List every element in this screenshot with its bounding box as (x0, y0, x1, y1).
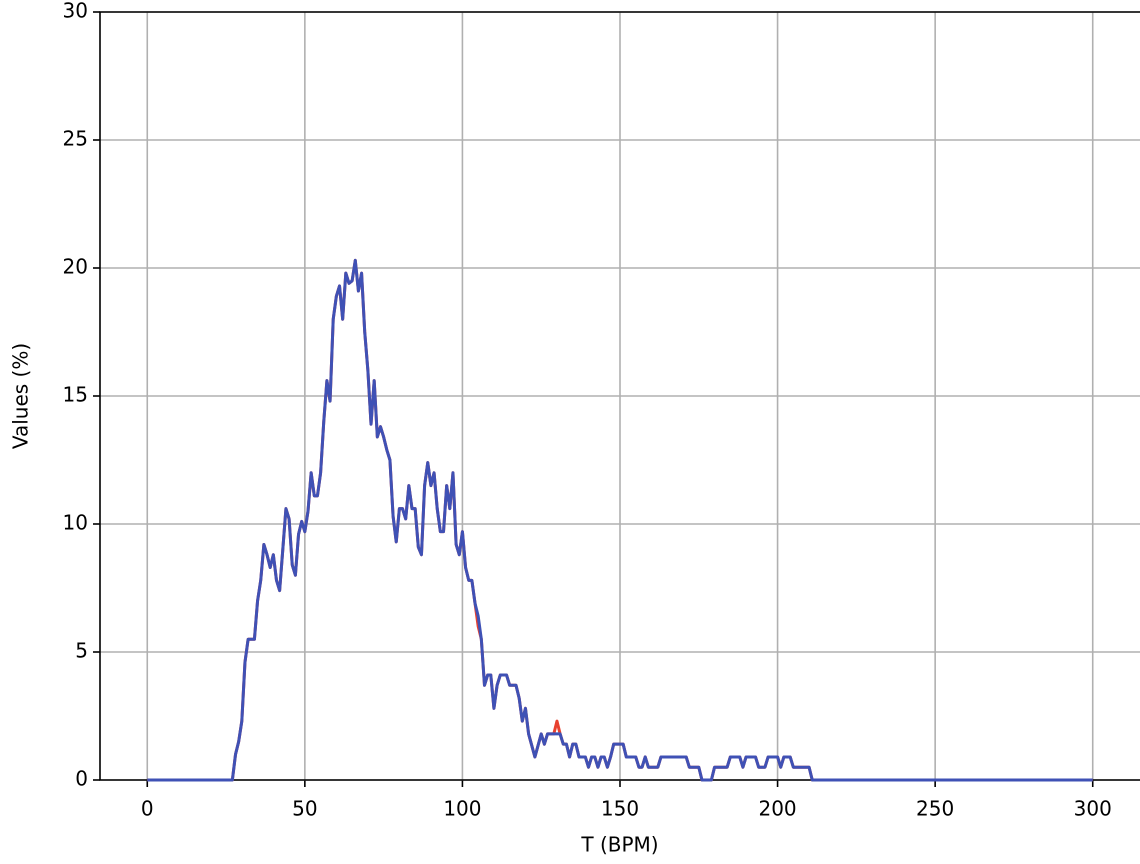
data-line (147, 258, 1093, 782)
x-tick-label: 0 (141, 797, 154, 821)
y-tick-label: 5 (75, 639, 88, 663)
x-axis-label: T (BPM) (580, 833, 658, 857)
y-tick-label: 10 (63, 511, 88, 535)
y-tick-label: 25 (63, 127, 88, 151)
x-tick-label: 100 (443, 797, 481, 821)
axis-spine (99, 11, 1140, 781)
x-tick-label: 50 (292, 797, 317, 821)
x-tick-label: 200 (758, 797, 796, 821)
y-tick-label: 0 (75, 767, 88, 791)
y-tick-label: 30 (63, 0, 88, 23)
y-axis-label: Values (%) (9, 343, 33, 449)
y-tick-label: 15 (63, 383, 88, 407)
x-tick-label: 150 (601, 797, 639, 821)
x-tick-label: 300 (1074, 797, 1112, 821)
y-tick-label: 20 (63, 255, 88, 279)
x-tick-label: 250 (916, 797, 954, 821)
